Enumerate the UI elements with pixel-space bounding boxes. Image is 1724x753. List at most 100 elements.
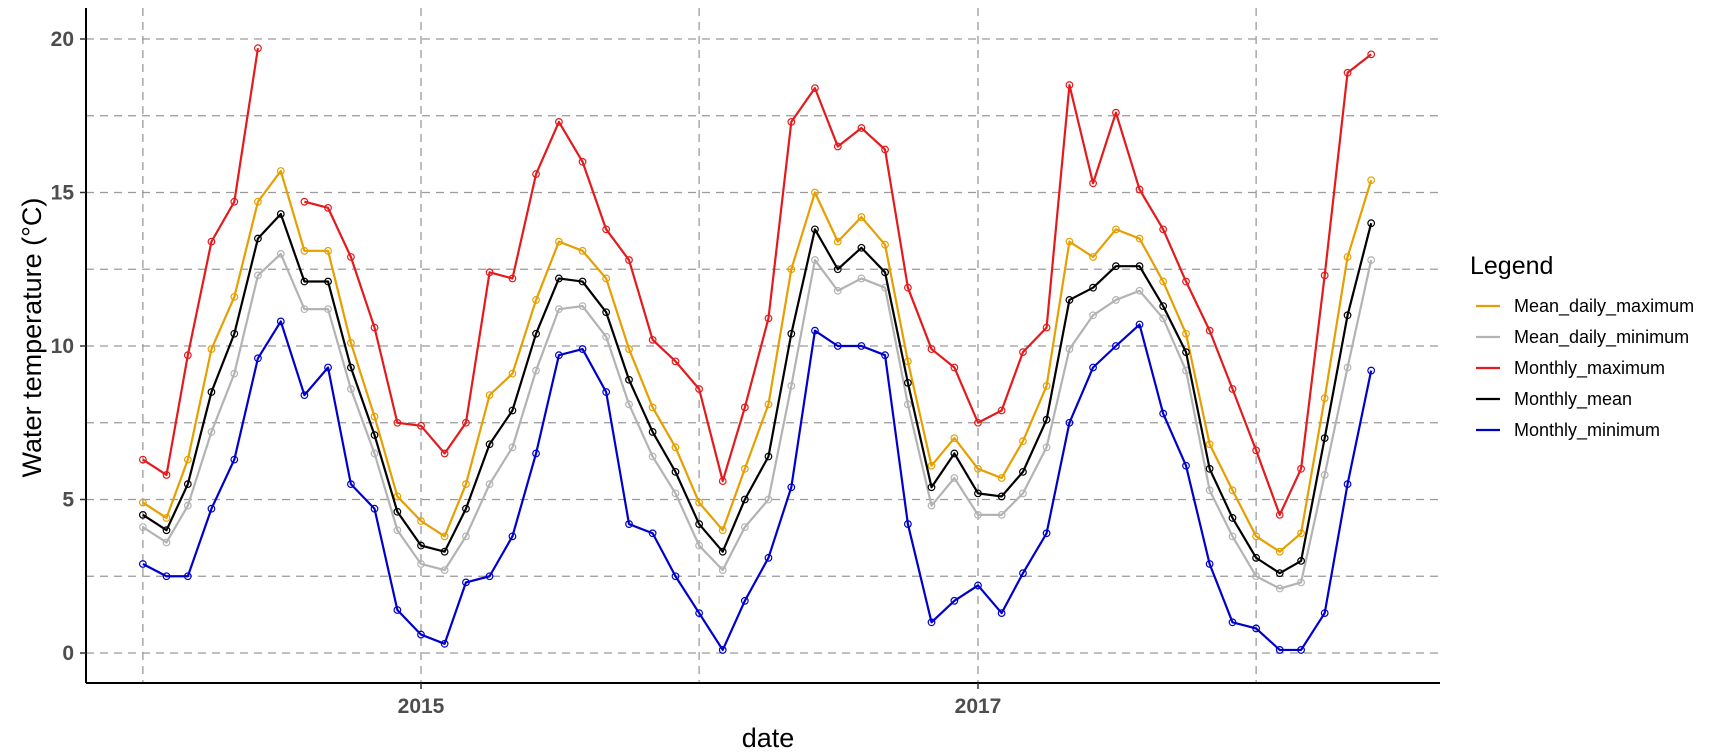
data-point (671, 443, 680, 452)
data-point (276, 249, 285, 258)
data-point (138, 560, 147, 568)
data-point (787, 329, 796, 338)
data-point (440, 532, 449, 541)
y-tick-label: 0 (62, 642, 74, 665)
data-point (1019, 569, 1027, 578)
data-point (950, 363, 959, 372)
data-point (695, 385, 704, 393)
data-point (1019, 489, 1027, 498)
data-point (1297, 464, 1305, 473)
data-point (625, 256, 633, 264)
series-Monthly_mean (138, 210, 1376, 578)
data-point (1228, 532, 1237, 541)
y-tick-label: 20 (51, 28, 74, 51)
data-point (578, 345, 587, 353)
data-point (417, 541, 425, 550)
data-point (462, 418, 470, 427)
series-lines (138, 44, 1376, 654)
data-point (1089, 179, 1097, 188)
data-point (881, 145, 889, 154)
data-point (462, 504, 470, 513)
series-Mean_daily_maximum (138, 167, 1376, 556)
data-point (1228, 486, 1237, 495)
data-point (787, 265, 796, 274)
data-point (417, 560, 425, 568)
data-point (1252, 624, 1261, 633)
x-tick-label: 2015 (398, 695, 445, 718)
data-point (695, 498, 704, 507)
data-point (138, 498, 147, 507)
data-point (974, 464, 982, 473)
data-point (346, 480, 355, 489)
data-point (207, 345, 216, 353)
data-point (370, 431, 379, 439)
data-point (764, 553, 773, 562)
data-point (671, 357, 680, 366)
data-point (625, 375, 633, 384)
data-point (787, 117, 796, 126)
data-point (625, 400, 633, 409)
data-point (1275, 584, 1284, 593)
data-point (1042, 443, 1051, 452)
data-point (1205, 464, 1214, 473)
data-point (950, 449, 959, 458)
data-point (857, 243, 866, 252)
data-point (927, 618, 936, 627)
data-point (1205, 560, 1214, 568)
data-point (207, 388, 216, 396)
data-point (440, 566, 449, 575)
data-point (950, 434, 959, 443)
data-point (1367, 256, 1376, 264)
data-point (903, 283, 912, 292)
legend: Legend Mean_daily_maximum Mean_daily_mini… (1470, 252, 1694, 441)
data-point (1252, 446, 1261, 455)
data-point (764, 400, 773, 409)
data-point (207, 428, 216, 436)
data-point (764, 495, 773, 504)
data-point (532, 329, 540, 338)
data-point (1159, 225, 1168, 234)
data-point (532, 296, 540, 304)
legend-label: Monthly_maximum (1514, 358, 1665, 379)
legend-label: Mean_daily_maximum (1514, 296, 1694, 317)
series-Monthly_minimum (138, 317, 1376, 654)
y-axis-title: Water temperature (°C) (17, 198, 47, 478)
data-point (1019, 348, 1027, 357)
data-point (393, 606, 402, 614)
data-point (162, 526, 171, 535)
data-point (1228, 385, 1237, 393)
legend-items: Mean_daily_maximum Mean_daily_minimum Mont… (1476, 296, 1694, 441)
data-point (555, 351, 563, 360)
data-point (370, 449, 379, 458)
data-point (324, 246, 332, 255)
data-point (440, 547, 449, 556)
data-point (183, 501, 192, 510)
data-point (417, 421, 425, 430)
data-point (578, 302, 587, 310)
data-point (532, 170, 540, 178)
data-point (1275, 510, 1284, 519)
data-point (1205, 326, 1214, 335)
data-point (974, 510, 982, 519)
data-point (1112, 108, 1120, 117)
data-point (740, 403, 749, 412)
data-point (997, 510, 1006, 519)
y-tick-label: 5 (62, 489, 74, 512)
data-point (276, 210, 285, 218)
data-point (462, 480, 470, 489)
data-point (1343, 363, 1352, 372)
data-point (740, 464, 749, 473)
data-point (1042, 415, 1051, 424)
data-point (230, 197, 239, 206)
data-point (254, 271, 262, 280)
data-point (903, 520, 912, 528)
data-point (508, 406, 517, 415)
data-point (740, 596, 749, 605)
data-point (578, 157, 587, 166)
data-point (183, 572, 192, 581)
data-point (532, 366, 540, 375)
data-point (1275, 646, 1284, 654)
data-point (1112, 342, 1120, 350)
data-point (1367, 176, 1376, 185)
data-point (393, 507, 402, 516)
